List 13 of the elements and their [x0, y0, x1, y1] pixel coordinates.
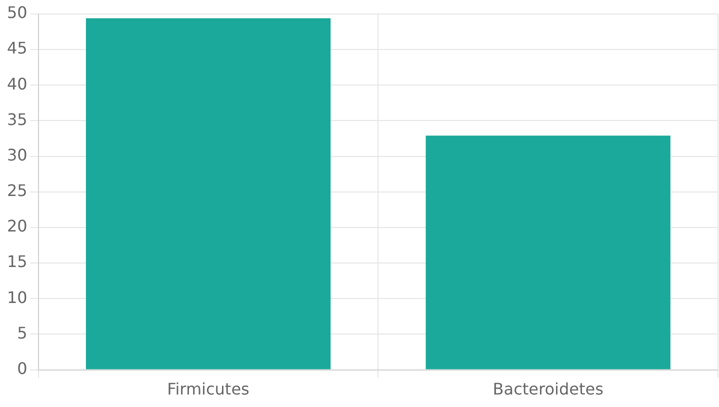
y-tick-label: 0	[17, 358, 28, 378]
x-tick-label: Firmicutes	[167, 380, 250, 399]
y-tick-label: 25	[7, 181, 28, 200]
x-tick-label: Bacteroidetes	[492, 380, 604, 399]
y-tick-label: 50	[7, 3, 28, 22]
y-tick-label: 45	[7, 38, 28, 58]
y-tick-label: 5	[17, 323, 28, 342]
y-tick-label: 30	[7, 145, 28, 164]
y-tick-label: 35	[7, 110, 28, 129]
y-tick-label: 40	[7, 74, 28, 94]
y-tick-label: 15	[7, 252, 28, 272]
y-tick-label: 10	[7, 288, 28, 307]
y-tick-label: 20	[7, 216, 28, 236]
